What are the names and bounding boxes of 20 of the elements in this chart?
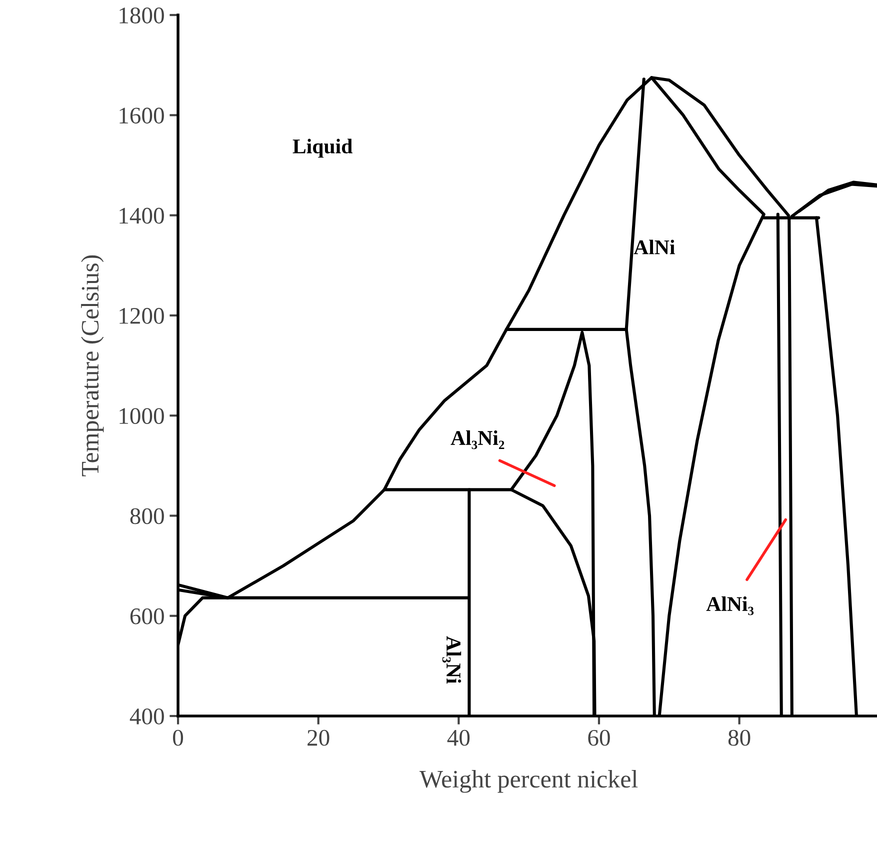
x-tick-label: 20 — [308, 730, 330, 746]
annotation: Al₃Ni₂ — [450, 430, 504, 450]
y-tick-label: 600 — [130, 608, 164, 624]
y-tick-label: 800 — [130, 508, 164, 524]
x-tick-label: 0 — [173, 730, 184, 746]
y-tick-label: 1000 — [120, 408, 164, 424]
annotation: Liquid — [292, 138, 352, 158]
annotation: AlNi — [634, 240, 675, 254]
y-tick-label: 1600 — [120, 108, 164, 124]
x-axis-title: Weight percent nickel — [419, 770, 638, 793]
x-tick-label: 60 — [588, 730, 610, 746]
x-tick-label: 40 — [447, 730, 470, 746]
y-tick-label: 1800 — [120, 8, 164, 24]
annotation: Al₃Ni — [442, 636, 462, 684]
y-tick-label: 400 — [130, 708, 164, 724]
y-tick-label: 1400 — [120, 208, 164, 224]
x-tick-label: 80 — [728, 730, 750, 746]
annotation: AlNi₃ — [706, 596, 754, 616]
y-tick-label: 1200 — [120, 308, 164, 324]
y-axis-title: Temperature (Celsius) — [81, 255, 104, 476]
